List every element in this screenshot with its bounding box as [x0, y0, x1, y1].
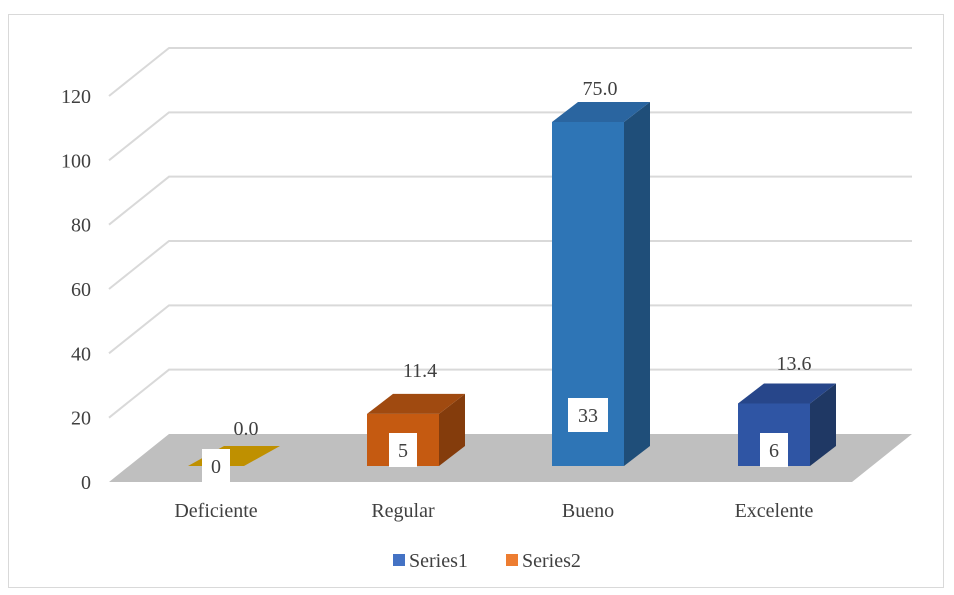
- bar-side: [624, 102, 650, 466]
- bar-top: [552, 102, 650, 122]
- bar-top: [367, 393, 465, 414]
- category-label: Bueno: [562, 500, 614, 522]
- y-tick-label: 40: [71, 343, 91, 365]
- y-tick-label: 100: [61, 150, 91, 172]
- y-tick-label: 120: [61, 86, 91, 108]
- bar-top: [738, 383, 836, 404]
- y-tick-label: 80: [71, 215, 91, 237]
- data-label-outside: 13.6: [777, 353, 812, 375]
- legend-label: Series2: [522, 550, 581, 572]
- bar-side: [439, 393, 465, 466]
- chart-floor: [109, 434, 912, 482]
- category-label: Excelente: [735, 500, 814, 522]
- y-tick-label: 60: [71, 279, 91, 301]
- gridline: [108, 304, 912, 355]
- data-label-inside: 6: [769, 440, 779, 462]
- category-label: Regular: [371, 500, 435, 522]
- y-tick-label: 0: [81, 472, 91, 494]
- bar-side: [810, 383, 836, 466]
- category-label: Deficiente: [174, 500, 257, 522]
- legend-swatch: [393, 554, 405, 566]
- gridline: [108, 368, 912, 419]
- data-label-box: [760, 433, 788, 467]
- gridline: [108, 111, 912, 162]
- data-label-outside: 75.0: [583, 78, 618, 100]
- gridline: [108, 175, 912, 226]
- y-tick-label: 20: [71, 408, 91, 430]
- data-label-inside: 33: [578, 405, 598, 427]
- legend-swatch: [506, 554, 518, 566]
- gridline: [108, 240, 912, 290]
- gridline: [108, 47, 912, 97]
- data-label-box: [202, 449, 230, 483]
- data-label-outside: 11.4: [403, 360, 437, 382]
- legend-label: Series1: [409, 550, 468, 572]
- data-label-outside: 0.0: [234, 418, 259, 440]
- data-label-inside: 0: [211, 456, 221, 478]
- data-label-box: [389, 433, 417, 467]
- data-label-inside: 5: [398, 440, 408, 462]
- data-label-box: [568, 398, 608, 432]
- chart-area: [8, 14, 944, 588]
